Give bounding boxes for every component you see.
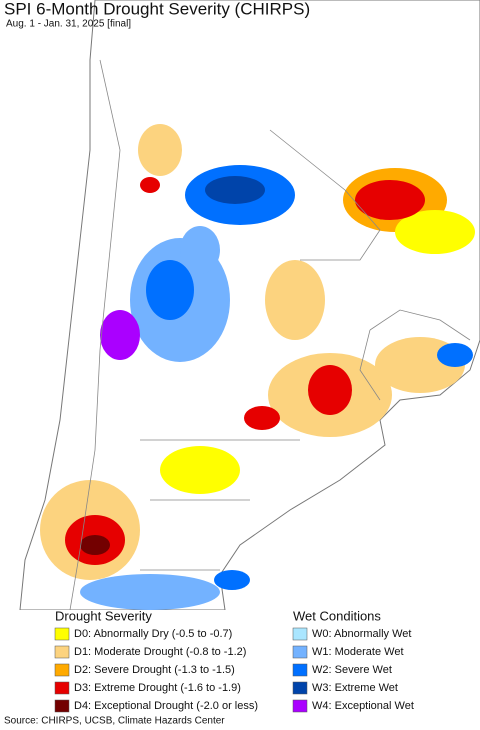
legend-label: W3: Extreme Wet (312, 682, 398, 694)
legend-label: D1: Moderate Drought (-0.8 to -1.2) (74, 646, 246, 658)
legend-label: W1: Moderate Wet (312, 646, 404, 658)
legend-title: Drought Severity (55, 608, 152, 623)
legend-swatch (54, 681, 70, 695)
spi-area (308, 365, 352, 415)
legend-swatch (54, 663, 70, 677)
spi-area (80, 574, 220, 610)
spi-area (146, 260, 194, 320)
legend-swatch (292, 699, 308, 713)
spi-area (214, 570, 250, 590)
map-title: SPI 6-Month Drought Severity (CHIRPS) (4, 0, 310, 18)
legend-label: D4: Exceptional Drought (-2.0 or less) (74, 700, 258, 712)
legend-swatch (292, 627, 308, 641)
spi-area (100, 310, 140, 360)
legend-swatch (292, 681, 308, 695)
legend-panel (0, 610, 480, 710)
spi-area (180, 226, 220, 274)
spi-area (140, 177, 160, 193)
spi-area (205, 176, 265, 204)
legend-title: Wet Conditions (293, 608, 381, 623)
spi-area (437, 343, 473, 367)
legend-label: D0: Abnormally Dry (-0.5 to -0.7) (74, 628, 232, 640)
spi-area (160, 446, 240, 494)
spi-area (395, 210, 475, 254)
country-borders (69, 59, 471, 611)
source: Source: CHIRPS, UCSB, Climate Hazards Ce… (4, 716, 225, 727)
spi-area (80, 535, 110, 555)
legend-label: W0: Abnormally Wet (312, 628, 411, 640)
legend-label: D3: Extreme Drought (-1.6 to -1.9) (74, 682, 241, 694)
spi-fields (40, 124, 475, 610)
legend-label: W2: Severe Wet (312, 664, 392, 676)
legend-label: W4: Exceptional Wet (312, 700, 414, 712)
legend-swatch (54, 627, 70, 641)
legend-swatch (54, 699, 70, 713)
spi-area (355, 180, 425, 220)
legend-swatch (292, 645, 308, 659)
legend-swatch (292, 663, 308, 677)
map-subtitle: Aug. 1 - Jan. 31, 2025 [final] (6, 19, 131, 30)
spi-area (138, 124, 182, 176)
spi-area (244, 406, 280, 430)
spi-area (265, 260, 325, 340)
legend-swatch (54, 645, 70, 659)
legend-label: D2: Severe Drought (-1.3 to -1.5) (74, 664, 235, 676)
